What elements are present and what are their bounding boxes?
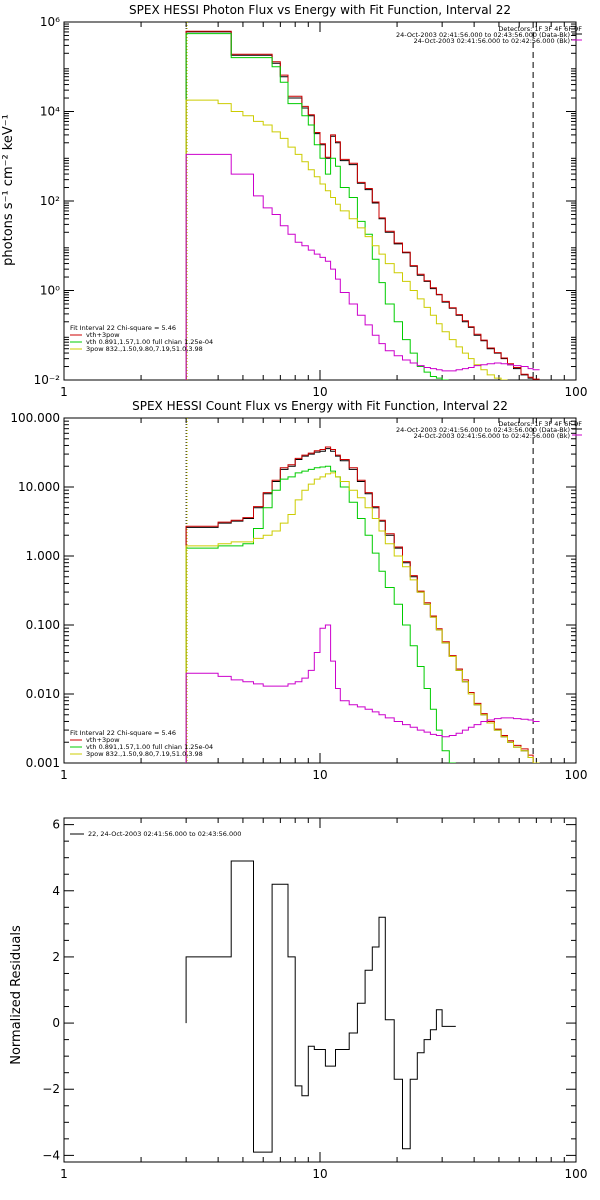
- y-tick-label: 0.100: [26, 618, 60, 632]
- photon-flux-panel: SPEX HESSI Photon Flux vs Energy with Fi…: [1, 3, 587, 399]
- photon-y-axis-label: photons s⁻¹ cm⁻² keV⁻¹: [1, 114, 16, 266]
- y-tick-label: 2: [52, 950, 60, 964]
- photon-legend-3pow: 3pow 832.,1.50,9.80,7.19,51.0,3.98: [86, 345, 203, 353]
- y-tick-label: 10⁶: [40, 15, 60, 29]
- series-total-line: [185, 448, 540, 763]
- x-tick-label: 10: [312, 768, 327, 782]
- x-tick-label: 100: [565, 1167, 588, 1181]
- residuals-plot-area: 1 10 100 −4 −2 0 2 4 6: [42, 817, 588, 1181]
- y-tick-label: 10⁰: [40, 284, 60, 298]
- y-tick-label: 4: [52, 884, 60, 898]
- residuals-panel: Normalized Residuals 1 10 100 −4 −2 0 2 4 6 22, …: [9, 817, 588, 1181]
- y-tick-label: 1.000: [26, 549, 60, 563]
- y-tick-label: 10⁴: [40, 105, 60, 119]
- x-tick-label: 1: [60, 1167, 68, 1181]
- series-total-line: [185, 860, 456, 1153]
- count-legend-detectors: Detectors: 1F 3F 4F 6F 9F: [498, 420, 582, 428]
- y-tick-label: −2: [42, 1082, 60, 1096]
- photon-legend-bk-interval: 24-Oct-2003 02:41:56.000 to 02:42:56.000…: [414, 37, 570, 45]
- series-three_pow-line: [185, 99, 508, 380]
- x-tick-label: 10: [312, 1167, 327, 1181]
- y-tick-label: −4: [42, 1148, 60, 1162]
- y-tick-label: 6: [52, 818, 60, 832]
- photon-legend-vth: vth 0.891,1.57,1.00 full chian 1.25e-04: [86, 338, 213, 346]
- y-tick-label: 0.010: [26, 687, 60, 701]
- count-legend-bk-interval: 24-Oct-2003 02:41:56.000 to 02:42:56.000…: [414, 432, 570, 440]
- x-tick-label: 100: [565, 385, 588, 399]
- series-vth-line: [185, 465, 456, 763]
- series-background-line: [185, 624, 540, 763]
- count-plot-area: 1 10 100 0.001 0.010 0.100 1.000 10.000 100.000: [10, 411, 587, 782]
- x-tick-label: 100: [565, 768, 588, 782]
- count-legend-3pow: 3pow 832.,1.50,9.80,7.19,51.0,3.98: [86, 750, 203, 758]
- plot-frame: [63, 817, 577, 1163]
- series-three_pow-line: [185, 472, 540, 763]
- y-tick-label: 0.001: [26, 756, 60, 770]
- y-tick-label: 0: [52, 1016, 60, 1030]
- series-background-line: [185, 153, 540, 380]
- photon-legend-data-interval: 24-Oct-2003 02:41:56.000 to 02:43:56.000…: [396, 31, 570, 39]
- x-tick-label: 10: [312, 385, 327, 399]
- plot-frame: [63, 417, 577, 764]
- count-chart-title: SPEX HESSI Count Flux vs Energy with Fit…: [132, 399, 508, 413]
- y-tick-label: 10⁻²: [34, 373, 61, 387]
- residuals-legend-label: 22, 24-Oct-2003 02:41:56.000 to 02:43:56…: [88, 830, 241, 838]
- photon-legend-detectors: Detectors: 1F 3F 4F 6F 9F: [498, 25, 582, 33]
- series-total-line: [185, 31, 540, 380]
- photon-legend-vth-3pow: vth+3pow: [86, 331, 120, 339]
- y-tick-label: 10.000: [18, 480, 60, 494]
- x-tick-label: 1: [60, 768, 68, 782]
- count-flux-panel: SPEX HESSI Count Flux vs Energy with Fit…: [10, 399, 587, 782]
- photon-legend-fit-interval: Fit Interval 22 Chi-square = 5.46: [70, 324, 176, 332]
- count-legend-vth: vth 0.891,1.57,1.00 full chian 1.25e-04: [86, 743, 213, 751]
- count-legend-fit-interval: Fit Interval 22 Chi-square = 5.46: [70, 729, 176, 737]
- residuals-y-axis-label: Normalized Residuals: [9, 925, 24, 1065]
- y-tick-label: 10²: [40, 194, 60, 208]
- photon-chart-title: SPEX HESSI Photon Flux vs Energy with Fi…: [129, 3, 511, 17]
- x-tick-label: 1: [60, 385, 68, 399]
- y-tick-label: 100.000: [10, 411, 60, 425]
- series-vth_plus_3pow-line: [185, 30, 540, 380]
- count-legend-data-interval: 24-Oct-2003 02:41:56.000 to 02:43:56.000…: [396, 426, 570, 434]
- series-vth_plus_3pow-line: [185, 446, 540, 763]
- count-legend-vth-3pow: vth+3pow: [86, 736, 120, 744]
- series-vth-line: [185, 33, 449, 380]
